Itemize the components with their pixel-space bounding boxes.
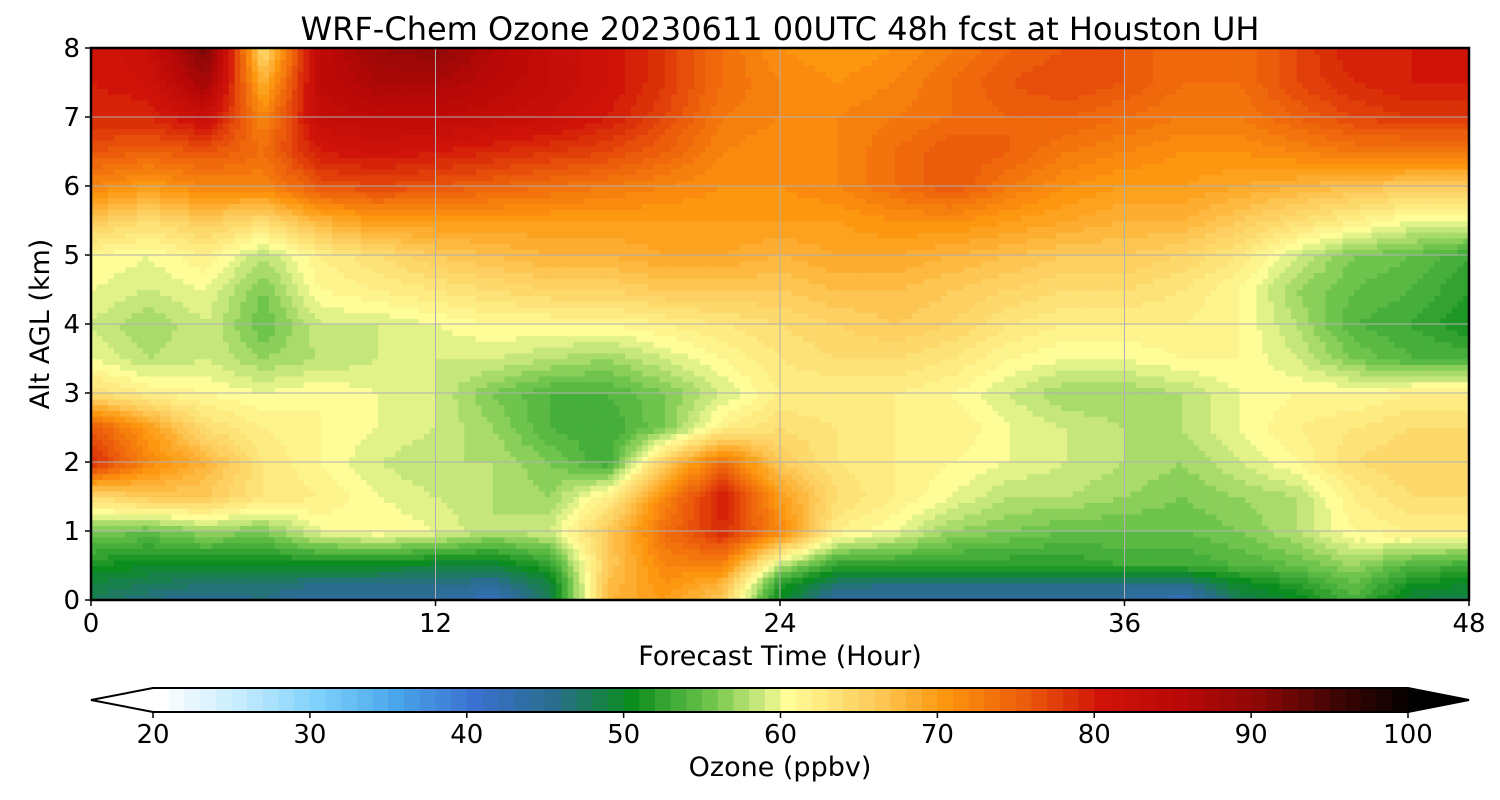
chart-title: WRF-Chem Ozone 20230611 00UTC 48h fcst a… xyxy=(301,10,1260,48)
y-tick-label: 7 xyxy=(63,103,80,133)
y-tick-label: 3 xyxy=(63,379,80,409)
x-tick-label: 36 xyxy=(1108,609,1141,639)
colorbar-tick-label: 90 xyxy=(1235,720,1268,750)
colorbar-tick-label: 60 xyxy=(764,720,797,750)
colorbar-tick-label: 80 xyxy=(1078,720,1111,750)
x-tick-label: 48 xyxy=(1452,609,1485,639)
y-tick-label: 5 xyxy=(63,241,80,271)
colorbar-tick-label: 50 xyxy=(607,720,640,750)
y-tick-label: 6 xyxy=(63,172,80,202)
y-axis-label: Alt AGL (km) xyxy=(25,239,56,410)
x-tick-label: 0 xyxy=(83,609,100,639)
y-tick-label: 2 xyxy=(63,448,80,478)
x-axis: 0 12 24 36 48 xyxy=(83,600,1486,639)
x-tick-label: 12 xyxy=(419,609,452,639)
colorbar-extend-high xyxy=(1408,688,1469,712)
x-tick-label: 24 xyxy=(763,609,796,639)
y-axis: 0 1 2 3 4 5 6 7 8 xyxy=(63,34,91,616)
x-axis-label: Forecast Time (Hour) xyxy=(638,641,922,672)
colorbar-tick-label: 100 xyxy=(1383,720,1433,750)
colorbar: 20 30 40 50 60 70 80 90 100 xyxy=(91,688,1469,750)
y-tick-label: 8 xyxy=(63,34,80,64)
colorbar-tick-label: 40 xyxy=(450,720,483,750)
ozone-chart: WRF-Chem Ozone 20230611 00UTC 48h fcst a… xyxy=(0,0,1500,800)
y-tick-label: 1 xyxy=(63,517,80,547)
colorbar-extend-low xyxy=(91,688,153,712)
y-tick-label: 4 xyxy=(63,310,80,340)
colorbar-tick-label: 20 xyxy=(136,720,169,750)
colorbar-tick-label: 70 xyxy=(921,720,954,750)
colorbar-tick-label: 30 xyxy=(293,720,326,750)
colorbar-label: Ozone (ppbv) xyxy=(689,752,872,783)
y-tick-label: 0 xyxy=(63,586,80,616)
